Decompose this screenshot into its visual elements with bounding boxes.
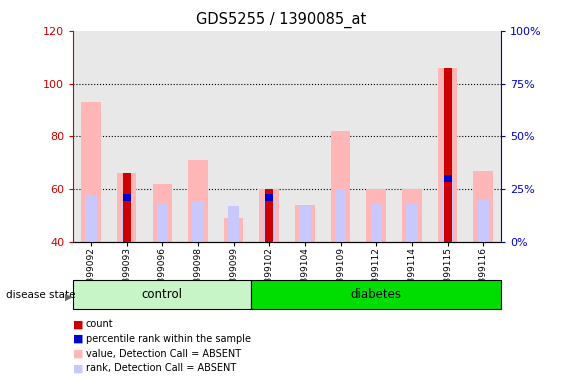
Text: ■: ■ <box>73 363 84 373</box>
Bar <box>438 68 457 242</box>
Bar <box>473 170 493 242</box>
Text: diabetes: diabetes <box>351 288 402 301</box>
Bar <box>123 194 131 201</box>
Text: ■: ■ <box>73 319 84 329</box>
Text: ■: ■ <box>73 334 84 344</box>
Bar <box>123 173 131 242</box>
Bar <box>260 189 279 242</box>
Bar <box>406 204 418 242</box>
Bar <box>81 102 101 242</box>
Bar <box>73 31 109 242</box>
Text: rank, Detection Call = ABSENT: rank, Detection Call = ABSENT <box>86 363 236 373</box>
Bar <box>117 173 136 242</box>
Bar <box>228 206 239 242</box>
Text: ▶: ▶ <box>65 291 72 302</box>
Bar <box>300 206 311 242</box>
Bar <box>335 189 346 242</box>
Bar <box>430 31 466 242</box>
Text: control: control <box>142 288 183 301</box>
Bar <box>188 160 208 242</box>
Bar <box>265 194 273 201</box>
Bar <box>295 205 315 242</box>
Text: disease state: disease state <box>6 290 75 300</box>
Text: count: count <box>86 319 113 329</box>
Bar <box>370 204 382 242</box>
Text: percentile rank within the sample: percentile rank within the sample <box>86 334 251 344</box>
Bar <box>444 68 452 242</box>
Bar <box>331 131 350 242</box>
Bar <box>216 31 252 242</box>
Bar <box>86 195 97 242</box>
Bar <box>145 31 180 242</box>
Bar <box>359 31 394 242</box>
Text: GDS5255 / 1390085_at: GDS5255 / 1390085_at <box>196 12 367 28</box>
Bar <box>477 200 489 242</box>
Bar <box>193 202 204 242</box>
Bar <box>180 31 216 242</box>
Bar <box>252 31 287 242</box>
Bar <box>287 31 323 242</box>
Bar <box>394 31 430 242</box>
Bar <box>402 189 422 242</box>
Bar <box>323 31 359 242</box>
Bar <box>109 31 145 242</box>
Bar <box>157 204 168 242</box>
Bar <box>153 184 172 242</box>
Bar <box>265 189 273 242</box>
Bar <box>442 179 453 242</box>
Text: value, Detection Call = ABSENT: value, Detection Call = ABSENT <box>86 349 241 359</box>
Bar <box>444 175 452 182</box>
Bar <box>367 189 386 242</box>
Bar <box>263 200 275 242</box>
Bar <box>466 31 501 242</box>
Bar <box>224 218 243 242</box>
Bar <box>121 204 132 242</box>
Text: ■: ■ <box>73 349 84 359</box>
